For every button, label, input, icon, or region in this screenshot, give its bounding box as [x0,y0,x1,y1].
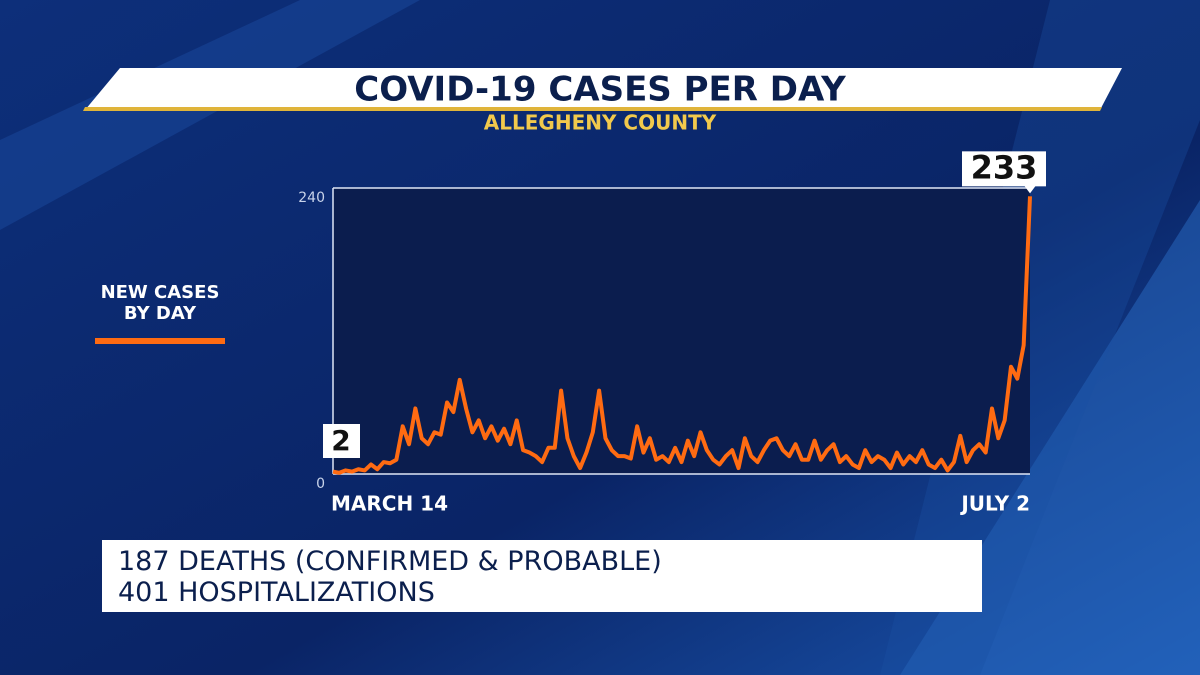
chart-title: COVID-19 CASES PER DAY [354,70,846,110]
value-label: 233 [971,148,1038,186]
title-rule [83,107,1102,111]
value-label-pointer [1024,185,1036,194]
x-tick-label: JULY 2 [959,492,1030,516]
x-tick-label: MARCH 14 [331,492,448,516]
title-banner [85,68,1122,110]
data-line [332,196,1032,475]
chart-subtitle: ALLEGHENY COUNTY [484,111,717,135]
legend: NEW CASES BY DAY [85,282,235,344]
legend-swatch [95,338,225,344]
bg-shape [0,0,420,230]
bg-shape [880,0,1200,675]
info-line: 401 HOSPITALIZATIONS [118,577,435,608]
value-label-box [323,424,360,458]
value-label-box [962,151,1046,187]
plot-area [333,188,1030,474]
legend-label: NEW CASES BY DAY [100,282,220,324]
y-tick-label: 240 [298,190,325,206]
info-box: 187 DEATHS (CONFIRMED & PROBABLE) 401 HO… [102,540,982,612]
value-label: 2 [331,424,350,457]
y-tick-label: 0 [316,476,325,492]
info-line: 187 DEATHS (CONFIRMED & PROBABLE) [118,546,662,577]
